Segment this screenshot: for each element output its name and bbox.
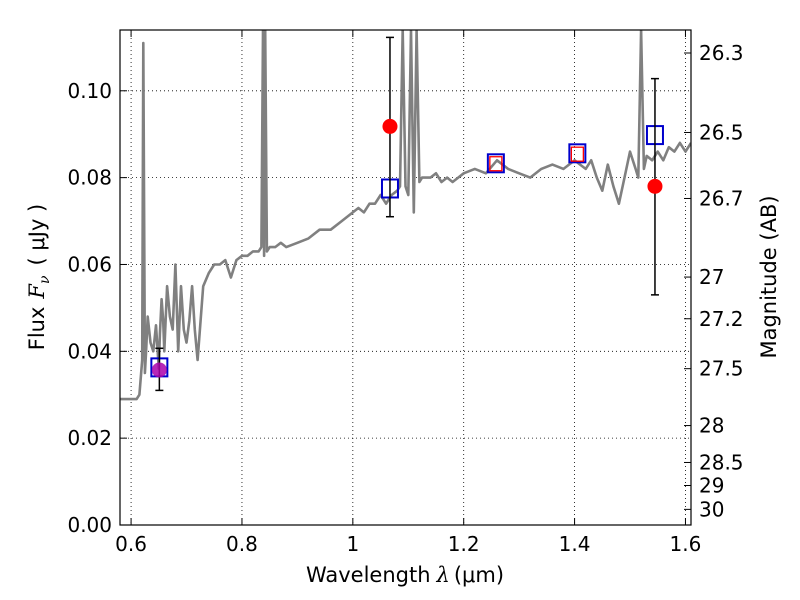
y2-tick-label: 27 [699,265,724,289]
y-tick-label: 0.00 [67,513,112,537]
y2-tick-label: 26.7 [699,186,744,210]
y-tick-label: 0.06 [67,252,112,276]
y-tick-label: 0.08 [67,166,112,190]
spectrum-line [120,30,691,401]
y2-tick-label: 27.5 [699,357,744,381]
y-tick-label: 0.10 [67,79,112,103]
y2-tick-label: 26.5 [699,120,744,144]
grid [120,30,691,526]
x-axis-label: Wavelength λ (μm) [306,563,504,587]
y-tick-label: 0.04 [67,339,112,363]
observed-photometry-marker [151,362,167,378]
x-tick-label: 1 [346,532,359,556]
upper-limit-marker [489,156,503,172]
y2-tick-label: 27.2 [699,307,744,331]
x-tick-label: 0.8 [226,532,258,556]
y2-tick-label: 29 [699,473,724,497]
y2-tick-label: 28 [699,414,724,438]
x-tick-label: 1.4 [559,532,591,556]
marker-layer [150,36,664,392]
x-tick-label: 0.6 [115,532,147,556]
y-tick-label: 0.02 [67,426,112,450]
x-tick-label: 1.6 [670,532,702,556]
y-axis-label: FluxFν( μJy ) [25,204,53,350]
y2-tick-label: 30 [699,497,724,521]
ticks: 0.6 0.8 1 1.2 1.4 1.6 0.00 0.02 0.04 0.06 0.08 0.10… [67,30,744,556]
y2-axis-label: Magnitude (AB) [757,195,781,358]
y2-tick-label: 28.5 [699,450,744,474]
spectrum-layer [120,30,691,401]
upper-limit-marker [570,146,585,162]
observed-photometry-marker [382,118,398,134]
model-photometry-marker [568,143,587,164]
x-tick-label: 1.2 [448,532,480,556]
y2-tick-label: 26.3 [699,41,744,65]
model-photometry-marker [486,153,505,174]
observed-photometry-marker [647,178,663,194]
